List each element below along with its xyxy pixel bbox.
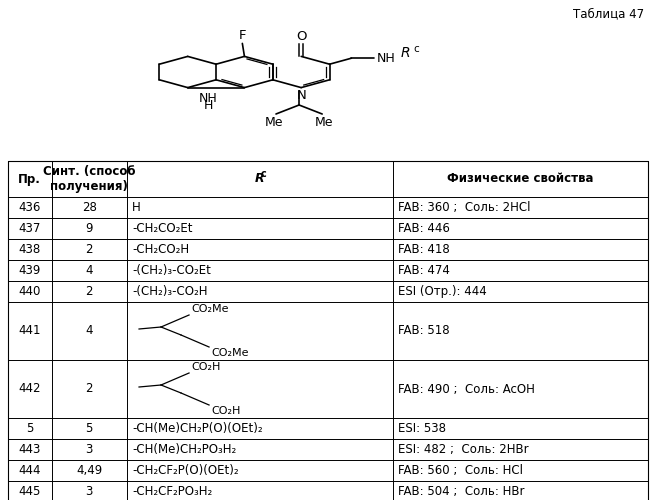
Text: -CH₂CO₂H: -CH₂CO₂H	[132, 243, 189, 256]
Text: 5: 5	[85, 422, 93, 435]
Text: H: H	[204, 99, 213, 112]
Text: R: R	[401, 46, 410, 60]
Text: -CH₂CO₂Et: -CH₂CO₂Et	[132, 222, 193, 235]
Text: NH: NH	[199, 92, 218, 105]
Text: CO₂Me: CO₂Me	[211, 348, 249, 358]
Text: 2: 2	[85, 285, 93, 298]
Text: FAB: 446: FAB: 446	[398, 222, 449, 235]
Text: 9: 9	[85, 222, 93, 235]
Text: 4,49: 4,49	[76, 464, 102, 477]
Text: FAB: 560 ;  Соль: HCl: FAB: 560 ; Соль: HCl	[398, 464, 523, 477]
Text: Пр.: Пр.	[18, 172, 41, 186]
Text: Синт. (способ
получения): Синт. (способ получения)	[43, 165, 136, 193]
Text: Me: Me	[264, 116, 283, 130]
Text: F: F	[239, 29, 246, 42]
Text: ESI (Отр.): 444: ESI (Отр.): 444	[398, 285, 486, 298]
Text: Me: Me	[315, 116, 333, 130]
Text: 4: 4	[85, 324, 93, 338]
Text: 5: 5	[26, 422, 33, 435]
Text: CO₂H: CO₂H	[211, 406, 240, 416]
Bar	[8, 161, 648, 500]
Text: 4: 4	[85, 264, 93, 277]
Text: CO₂Me: CO₂Me	[191, 304, 228, 314]
Text: FAB: 360 ;  Соль: 2HCl: FAB: 360 ; Соль: 2HCl	[398, 201, 530, 214]
Text: 439: 439	[18, 264, 41, 277]
Text: FAB: 518: FAB: 518	[398, 324, 449, 338]
Text: -(CH₂)₃-CO₂Et: -(CH₂)₃-CO₂Et	[132, 264, 211, 277]
Text: ESI: 538: ESI: 538	[398, 422, 445, 435]
Text: -CH₂CF₂PO₃H₂: -CH₂CF₂PO₃H₂	[132, 485, 213, 498]
Text: H: H	[132, 201, 141, 214]
Text: R: R	[255, 172, 264, 186]
Text: ESI: 482 ;  Соль: 2HBr: ESI: 482 ; Соль: 2HBr	[398, 443, 528, 456]
Text: 441: 441	[18, 324, 41, 338]
Text: -(CH₂)₃-CO₂H: -(CH₂)₃-CO₂H	[132, 285, 207, 298]
Text: CO₂H: CO₂H	[191, 362, 220, 372]
Text: FAB: 504 ;  Соль: HBr: FAB: 504 ; Соль: HBr	[398, 485, 524, 498]
Text: Таблица 47: Таблица 47	[573, 7, 644, 20]
Text: 437: 437	[18, 222, 41, 235]
Text: FAB: 418: FAB: 418	[398, 243, 449, 256]
Text: -CH₂CF₂P(O)(OEt)₂: -CH₂CF₂P(O)(OEt)₂	[132, 464, 239, 477]
Text: -CH(Me)CH₂PO₃H₂: -CH(Me)CH₂PO₃H₂	[132, 443, 236, 456]
Text: 436: 436	[18, 201, 41, 214]
Text: FAB: 490 ;  Соль: AcOH: FAB: 490 ; Соль: AcOH	[398, 382, 535, 396]
Text: 28: 28	[82, 201, 96, 214]
Text: 3: 3	[85, 485, 93, 498]
Text: 3: 3	[85, 443, 93, 456]
Text: c: c	[413, 44, 419, 54]
Text: 440: 440	[18, 285, 41, 298]
Text: NH: NH	[377, 52, 396, 64]
Text: -CH(Me)CH₂P(O)(OEt)₂: -CH(Me)CH₂P(O)(OEt)₂	[132, 422, 262, 435]
Text: Физические свойства: Физические свойства	[447, 172, 594, 186]
Text: c: c	[261, 169, 267, 179]
Text: 444: 444	[18, 464, 41, 477]
Text: N: N	[297, 89, 306, 102]
Text: FAB: 474: FAB: 474	[398, 264, 449, 277]
Text: 442: 442	[18, 382, 41, 396]
Text: 2: 2	[85, 382, 93, 396]
Text: 443: 443	[18, 443, 41, 456]
Text: O: O	[296, 30, 306, 43]
Text: 438: 438	[18, 243, 41, 256]
Text: 445: 445	[18, 485, 41, 498]
Text: 2: 2	[85, 243, 93, 256]
